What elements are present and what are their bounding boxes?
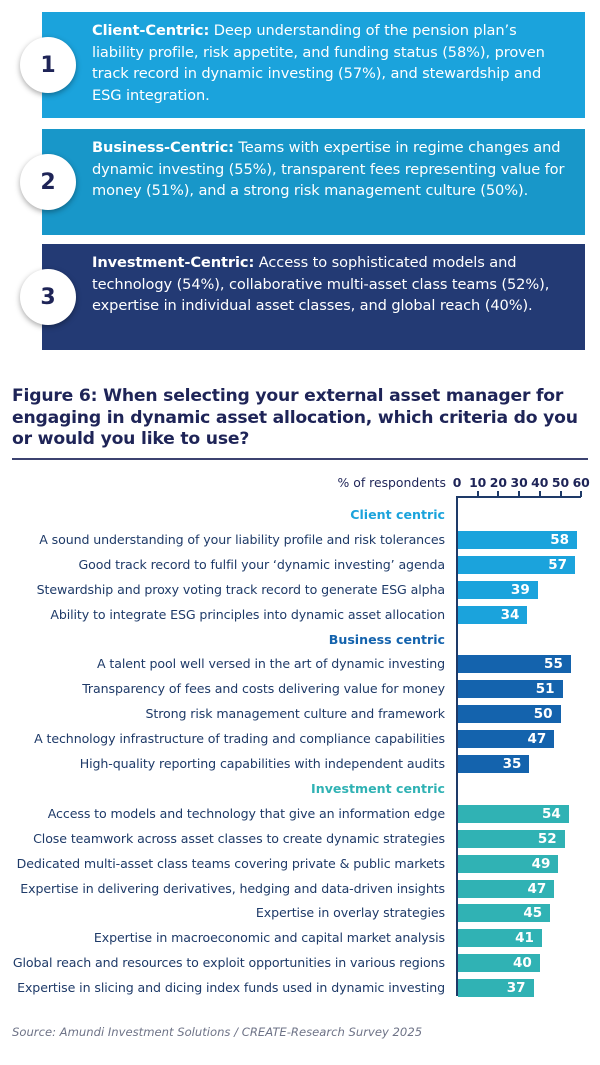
x-tick-mark bbox=[476, 491, 479, 497]
bar-value-label: 40 bbox=[513, 955, 532, 972]
category-label: Close teamwork across asset classes to c… bbox=[33, 830, 445, 846]
x-tick-label: 60 bbox=[572, 475, 590, 490]
category-label: Stewardship and proxy voting track recor… bbox=[36, 581, 445, 597]
bar: 34 bbox=[458, 605, 528, 624]
category-label: A technology infrastructure of trading a… bbox=[34, 731, 445, 747]
bar: 55 bbox=[458, 655, 571, 674]
x-tick-label: 20 bbox=[489, 475, 508, 490]
bar-value-label: 41 bbox=[515, 930, 534, 947]
x-tick-label: 0 bbox=[452, 475, 462, 490]
bar: 39 bbox=[458, 580, 538, 599]
bar: 50 bbox=[458, 705, 561, 724]
category-label: Access to models and technology that giv… bbox=[47, 805, 445, 821]
bar: 41 bbox=[458, 929, 542, 948]
bar-value-label: 54 bbox=[541, 805, 561, 822]
x-tick-mark bbox=[497, 491, 500, 497]
bar-value-label: 50 bbox=[533, 706, 553, 723]
category-label: A sound understanding of your liability … bbox=[39, 531, 445, 547]
callout-heading: Client-Centric: bbox=[92, 22, 210, 39]
bar-value-label: 35 bbox=[502, 756, 522, 772]
category-label: Global reach and resources to exploit op… bbox=[12, 955, 445, 971]
x-tick-mark bbox=[580, 491, 583, 497]
category-label: Expertise in overlay strategies bbox=[255, 905, 445, 921]
bar: 52 bbox=[458, 829, 565, 848]
figure-title: Figure 6: When selecting your external a… bbox=[12, 386, 578, 449]
bar-value-label: 37 bbox=[506, 980, 526, 997]
bar-value-label: 58 bbox=[550, 531, 570, 548]
number-badge-3: 3 bbox=[20, 269, 76, 325]
category-label: Expertise in macroeconomic and capital m… bbox=[93, 930, 445, 946]
bar-value-label: 47 bbox=[527, 880, 547, 897]
category-label: Transparency of fees and costs deliverin… bbox=[82, 681, 445, 697]
bar: 58 bbox=[458, 530, 578, 549]
category-label: Dedicated multi-asset class teams coveri… bbox=[16, 855, 445, 871]
bar-value-label: 39 bbox=[510, 581, 530, 598]
group-label: Investment centric bbox=[311, 780, 445, 796]
callout-heading: Business-Centric: bbox=[92, 139, 234, 156]
category-label: Ability to integrate ESG principles into… bbox=[50, 606, 445, 622]
x-tick-mark bbox=[559, 491, 562, 497]
bar: 37 bbox=[458, 979, 534, 998]
y-axis-line bbox=[456, 496, 458, 996]
category-label: High-quality reporting capabilities with… bbox=[79, 756, 445, 771]
bar-value-label: 55 bbox=[544, 656, 563, 673]
x-tick-label: 30 bbox=[510, 475, 528, 490]
number-badge-1: 1 bbox=[20, 37, 76, 93]
bar: 47 bbox=[458, 730, 555, 749]
bar: 45 bbox=[458, 904, 551, 923]
bar-value-label: 45 bbox=[523, 905, 543, 922]
callout-client-centric: Client-Centric: Deep understanding of th… bbox=[42, 12, 585, 118]
source-note: Source: Amundi Investment Solutions / CR… bbox=[12, 1025, 423, 1039]
bar-value-label: 49 bbox=[531, 855, 551, 872]
bar: 49 bbox=[458, 854, 559, 873]
bar: 51 bbox=[458, 680, 563, 699]
group-label: Client centric bbox=[350, 507, 445, 522]
x-tick-label: 40 bbox=[531, 475, 549, 490]
bar-value-label: 47 bbox=[527, 731, 547, 748]
category-label: Expertise in delivering derivatives, hed… bbox=[20, 880, 445, 896]
callout-text: Deep understanding of the pension plan’s… bbox=[92, 22, 545, 104]
number-badge-2: 2 bbox=[20, 154, 76, 210]
callout-heading: Investment-Centric: bbox=[92, 254, 255, 271]
category-label: Strong risk management culture and frame… bbox=[145, 706, 445, 722]
bar-value-label: 51 bbox=[535, 681, 555, 698]
category-label: A talent pool well versed in the art of … bbox=[96, 656, 445, 672]
category-label: Good track record to fulfil your ‘dynami… bbox=[78, 556, 445, 572]
bar: 40 bbox=[458, 954, 540, 973]
callout-text: Access to sophisticated models and techn… bbox=[92, 254, 550, 314]
callout-text: Teams with expertise in regime changes a… bbox=[92, 139, 565, 199]
x-tick-label: 10 bbox=[469, 475, 487, 490]
x-axis-line bbox=[456, 496, 581, 498]
title-divider bbox=[12, 458, 588, 460]
group-label: Business centric bbox=[328, 631, 445, 647]
callout-investment-centric: Investment-Centric: Access to sophistica… bbox=[42, 244, 585, 350]
callout-business-centric: Business-Centric: Teams with expertise i… bbox=[42, 129, 585, 235]
bar-value-label: 52 bbox=[537, 830, 557, 847]
bar-value-label: 57 bbox=[548, 556, 567, 573]
x-tick-mark bbox=[518, 491, 521, 497]
bar: 35 bbox=[458, 755, 530, 773]
category-label: Expertise in slicing and dicing index fu… bbox=[17, 980, 445, 996]
bar: 54 bbox=[458, 804, 569, 823]
x-axis-label: % of respondents bbox=[337, 475, 446, 490]
bar: 57 bbox=[458, 555, 575, 574]
x-tick-label: 50 bbox=[551, 475, 570, 490]
bar-value-label: 34 bbox=[500, 606, 520, 623]
x-tick-mark bbox=[538, 491, 541, 497]
bar: 47 bbox=[458, 879, 555, 898]
